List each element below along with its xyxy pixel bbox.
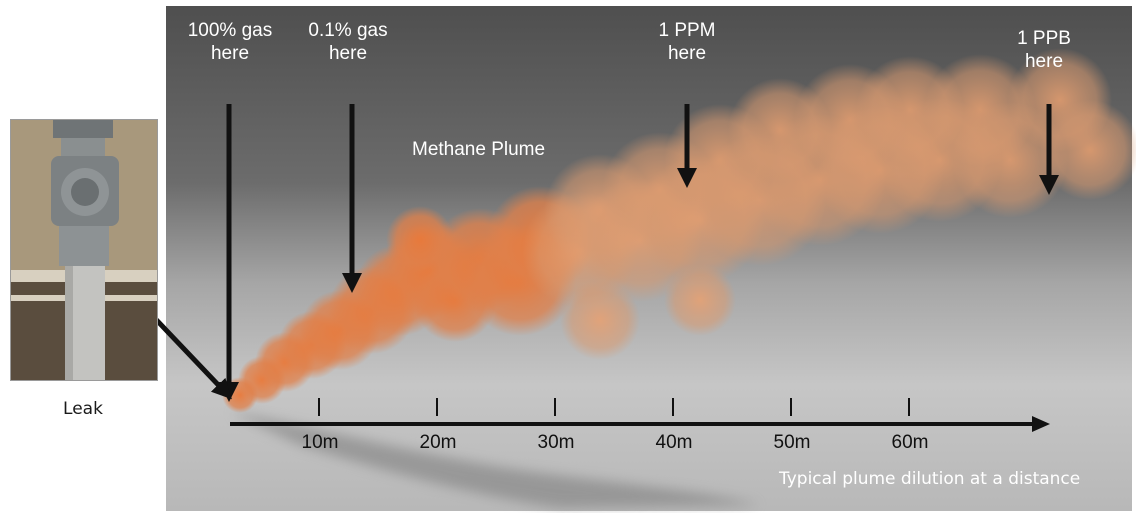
annotation-100pct-line2: here xyxy=(210,42,250,64)
tick-label-10m: 10m xyxy=(301,432,339,453)
plume-title: Methane Plume xyxy=(412,139,546,160)
annotation-1ppb-line2: here xyxy=(1024,50,1064,72)
annotation-0p1pct-line1: 0.1% gas xyxy=(308,20,388,41)
annotation-100pct-line1: 100% gas xyxy=(187,20,273,41)
annotation-100pct: 100% gas here xyxy=(170,20,290,66)
axis-arrowhead xyxy=(1032,416,1050,432)
plume-puff xyxy=(664,264,736,336)
annotation-1ppb-line1: 1 PPB xyxy=(1017,28,1071,49)
tick-label-60m: 60m xyxy=(891,432,929,453)
annotation-1ppb: 1 PPB here xyxy=(984,28,1104,74)
tick-label-40m: 40m xyxy=(655,432,693,453)
annotation-1ppm-line2: here xyxy=(667,42,707,64)
annotation-1ppm-line1: 1 PPM xyxy=(658,20,716,41)
annotation-0p1pct: 0.1% gas here xyxy=(288,20,408,66)
leak-photo xyxy=(10,119,158,381)
tick-label-50m: 50m xyxy=(773,432,811,453)
methane-plume xyxy=(222,48,1136,413)
distance-axis xyxy=(230,398,1050,432)
tick-label-20m: 20m xyxy=(419,432,457,453)
annotation-1ppm: 1 PPM here xyxy=(627,20,747,66)
plume-puff xyxy=(560,280,640,360)
tick-label-30m: 30m xyxy=(537,432,575,453)
annotation-0p1pct-line2: here xyxy=(328,42,368,64)
annotation-arrows xyxy=(124,104,1059,402)
distance-caption: Typical plume dilution at a distance xyxy=(779,469,1081,489)
leak-label: Leak xyxy=(63,399,103,419)
plume-puff xyxy=(1040,100,1136,200)
ground-shadow xyxy=(230,412,760,508)
